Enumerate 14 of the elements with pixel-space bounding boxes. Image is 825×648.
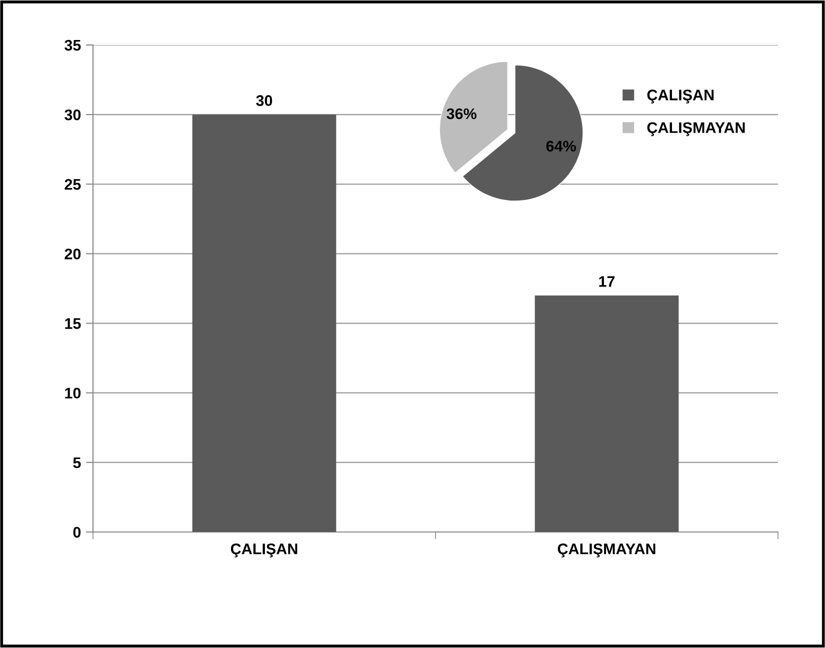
- y-tick-label: 5: [73, 457, 81, 468]
- legend-label: ÇALIŞMAYAN: [647, 122, 745, 136]
- y-tick-label: 10: [65, 388, 81, 399]
- y-tick-label: 20: [64, 248, 81, 260]
- data-label: 30: [256, 95, 272, 106]
- data-label: 64%: [546, 140, 576, 152]
- legend-label: ÇALIŞAN: [647, 90, 714, 104]
- y-tick-label: 30: [64, 109, 81, 120]
- y-tick-label: 0: [73, 526, 81, 538]
- data-label: 17: [599, 276, 615, 287]
- y-tick-label: 25: [64, 179, 81, 190]
- y-tick-label: 15: [65, 318, 81, 329]
- data-label: 36%: [446, 108, 476, 120]
- y-tick-label: 35: [64, 40, 81, 51]
